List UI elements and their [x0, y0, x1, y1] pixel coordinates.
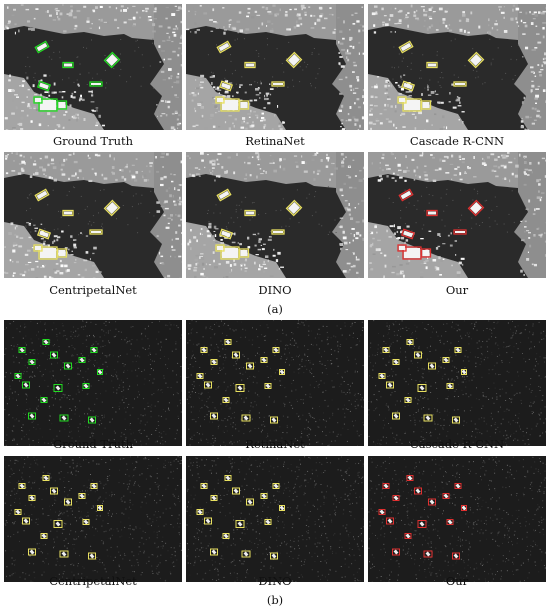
- sar-harbor-image: [368, 152, 546, 278]
- caption-b-dino: DINO: [258, 574, 292, 588]
- sar-harbor-image: [186, 4, 364, 130]
- sar-harbor-image: [368, 4, 546, 130]
- panel-b-retinanet: [186, 320, 364, 446]
- caption-b-ground-truth: Ground Truth: [52, 437, 134, 451]
- caption-a-centripetalnet: CentripetalNet: [49, 283, 137, 297]
- panel-a-ground-truth: [4, 4, 182, 130]
- panel-a-retinanet: [186, 4, 364, 130]
- panel-b-ground-truth: [4, 320, 182, 446]
- caption-a-cascade-rcnn: Cascade R-CNN: [409, 134, 505, 148]
- panel-a-centripetalnet: [4, 152, 182, 278]
- panel-b-our: [368, 456, 546, 582]
- sar-harbor-image: [4, 152, 182, 278]
- sar-harbor-image: [4, 4, 182, 130]
- caption-a-dino: DINO: [258, 283, 292, 297]
- caption-b-cascade-rcnn: Cascade R-CNN: [409, 437, 505, 451]
- panel-b-dino: [186, 456, 364, 582]
- panel-a-dino: [186, 152, 364, 278]
- subfigure-label-a: (a): [267, 302, 283, 316]
- panel-a-our: [368, 152, 546, 278]
- panel-b-centripetalnet: [4, 456, 182, 582]
- sar-offshore-image: [4, 456, 182, 582]
- subfigure-label-b: (b): [266, 593, 284, 607]
- caption-b-our: Our: [445, 574, 469, 588]
- caption-a-retinanet: RetinaNet: [245, 134, 305, 148]
- caption-b-retinanet: RetinaNet: [245, 437, 305, 451]
- sar-harbor-image: [186, 152, 364, 278]
- caption-a-ground-truth: Ground Truth: [52, 134, 134, 148]
- caption-a-our: Our: [445, 283, 469, 297]
- sar-offshore-image: [186, 320, 364, 446]
- panel-b-cascade-rcnn: [368, 320, 546, 446]
- sar-offshore-image: [368, 456, 546, 582]
- panel-a-cascade-rcnn: [368, 4, 546, 130]
- sar-offshore-image: [186, 456, 364, 582]
- caption-b-centripetalnet: CentripetalNet: [49, 574, 137, 588]
- sar-offshore-image: [4, 320, 182, 446]
- sar-offshore-image: [368, 320, 546, 446]
